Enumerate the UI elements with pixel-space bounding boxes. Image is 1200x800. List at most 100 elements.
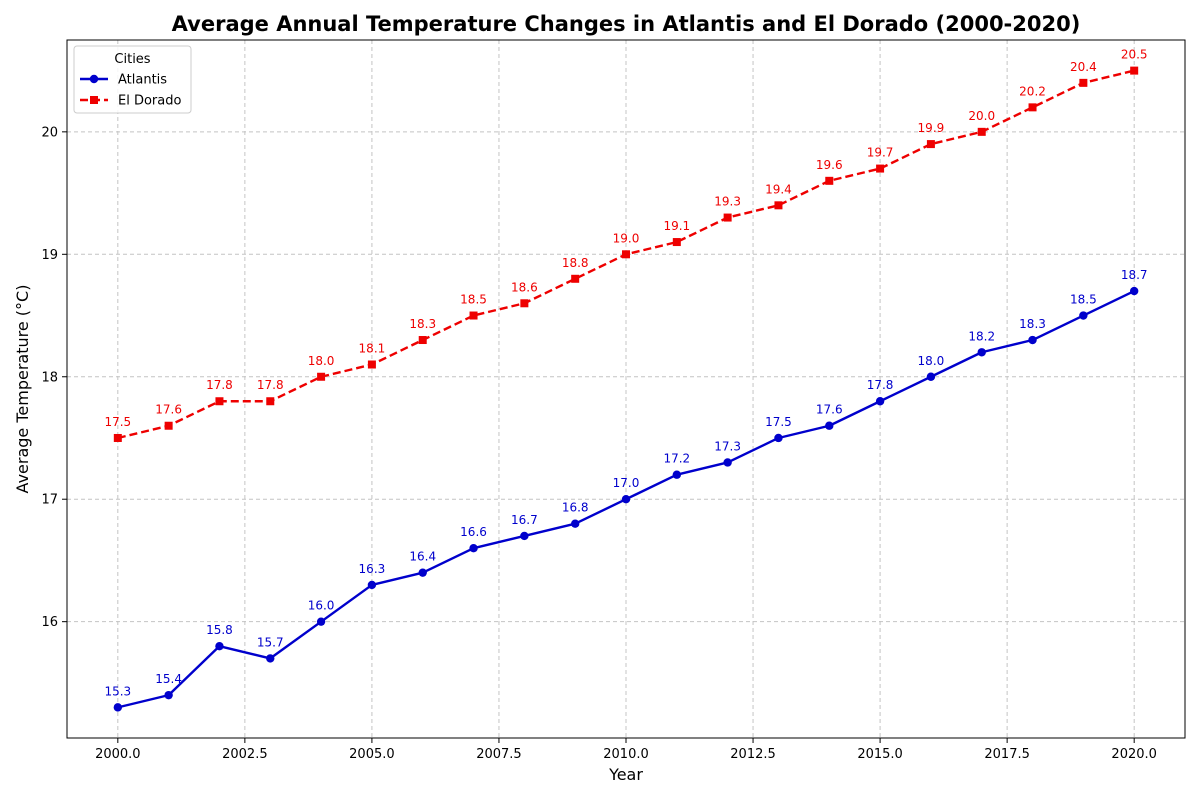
data-point — [621, 495, 631, 504]
x-tick-label: 2010.0 — [603, 747, 649, 762]
data-label: 16.6 — [460, 525, 487, 539]
data-point — [977, 348, 986, 357]
data-label: 15.8 — [206, 623, 233, 637]
y-tick-label: 16 — [41, 615, 58, 630]
data-point — [469, 311, 478, 320]
chart-title: Average Annual Temperature Changes in At… — [172, 12, 1081, 36]
data-label: 20.5 — [1121, 48, 1148, 62]
y-axis: 16 17 18 19 20 — [41, 125, 67, 630]
data-point — [469, 543, 478, 553]
data-point — [876, 164, 885, 173]
data-point — [723, 213, 732, 222]
data-point — [672, 470, 682, 479]
series-el-dorado: 17.5 17.6 17.8 17.8 18.0 18.1 18.3 18.5 18.6 18.8… — [104, 48, 1148, 442]
data-point — [418, 568, 427, 577]
legend-label: El Dorado — [118, 94, 181, 109]
data-label: 18.0 — [308, 354, 335, 368]
legend-label: Atlantis — [118, 73, 167, 88]
data-point — [317, 372, 326, 381]
data-label: 16.3 — [359, 562, 386, 576]
data-label: 17.5 — [104, 415, 131, 429]
data-label: 20.2 — [1019, 84, 1046, 98]
legend-item-atlantis: Atlantis — [80, 73, 167, 88]
data-point — [113, 433, 122, 442]
data-label: 17.8 — [206, 378, 233, 392]
data-label: 15.7 — [257, 635, 284, 649]
data-label: 19.4 — [765, 182, 792, 196]
data-point — [520, 299, 529, 308]
data-label: 15.3 — [104, 684, 131, 698]
data-point — [215, 397, 224, 406]
x-axis: 2000.0 2002.5 2005.0 2007.5 2010.0 2012.5 2015… — [95, 738, 1157, 762]
data-point — [622, 250, 630, 259]
data-point — [520, 531, 529, 541]
data-point — [1079, 311, 1088, 320]
data-label: 18.7 — [1121, 268, 1148, 282]
data-label: 19.6 — [816, 158, 843, 172]
data-point — [723, 458, 732, 467]
y-tick-label: 18 — [41, 370, 58, 385]
data-label: 20.4 — [1070, 60, 1097, 74]
data-label: 19.7 — [867, 146, 894, 160]
data-point — [875, 397, 885, 406]
data-point — [977, 127, 986, 136]
legend-marker — [89, 74, 99, 84]
x-tick-label: 2017.5 — [984, 747, 1030, 762]
data-label: 18.1 — [359, 342, 386, 356]
grid — [67, 40, 1185, 738]
y-tick-label: 19 — [41, 248, 58, 263]
data-label: 19.0 — [613, 231, 640, 245]
data-point — [774, 201, 783, 210]
x-tick-label: 2002.5 — [222, 747, 268, 762]
data-label: 19.9 — [918, 121, 945, 135]
y-tick-label: 17 — [41, 493, 58, 508]
legend-marker — [90, 96, 98, 104]
data-label: 17.6 — [155, 403, 182, 417]
data-point — [418, 336, 427, 345]
data-label: 18.2 — [968, 329, 995, 343]
plot-area — [66, 39, 1186, 739]
data-label: 17.6 — [816, 403, 843, 417]
data-point — [774, 433, 783, 443]
x-tick-label: 2000.0 — [95, 747, 141, 762]
data-label: 15.4 — [155, 672, 182, 686]
data-label: 17.5 — [765, 415, 792, 429]
data-point — [1028, 103, 1037, 112]
data-label: 18.5 — [1070, 293, 1097, 307]
series-atlantis: 15.3 15.4 15.8 15.7 16.0 16.3 16.4 16.6 16.7 16.8… — [104, 268, 1148, 712]
y-axis-label: Average Temperature (°C) — [13, 285, 32, 494]
data-label: 17.8 — [867, 378, 894, 392]
data-point — [266, 654, 275, 663]
y-tick-label: 20 — [41, 125, 58, 140]
x-tick-label: 2015.0 — [857, 747, 903, 762]
data-label: 18.3 — [1019, 317, 1046, 331]
data-label: 18.3 — [409, 317, 436, 331]
data-point — [367, 580, 377, 590]
data-label: 16.0 — [308, 599, 335, 613]
data-point — [367, 360, 376, 369]
legend-box — [73, 45, 192, 114]
x-tick-label: 2020.0 — [1111, 747, 1157, 762]
x-tick-label: 2007.5 — [476, 747, 522, 762]
data-label: 16.8 — [562, 501, 589, 515]
data-point — [215, 641, 224, 651]
data-point — [1130, 66, 1139, 75]
data-point — [266, 397, 275, 406]
data-point — [1129, 286, 1139, 296]
data-point — [113, 703, 123, 712]
data-point — [1079, 78, 1088, 87]
series-layer: 15.3 15.4 15.8 15.7 16.0 16.3 16.4 16.6 16.7 16.8… — [104, 48, 1148, 712]
data-point — [164, 690, 173, 700]
x-tick-label: 2005.0 — [349, 747, 395, 762]
data-point — [825, 421, 834, 430]
data-point — [672, 238, 681, 247]
data-label: 17.3 — [714, 439, 741, 453]
data-point — [926, 140, 935, 149]
legend-item-el-dorado: El Dorado — [80, 94, 181, 109]
data-label: 18.5 — [460, 293, 487, 307]
data-point — [571, 274, 580, 283]
data-label: 18.0 — [918, 354, 945, 368]
data-label: 19.1 — [663, 219, 690, 233]
x-axis-label: Year — [608, 765, 643, 784]
legend: Cities Atlantis El Dorado — [73, 45, 192, 114]
